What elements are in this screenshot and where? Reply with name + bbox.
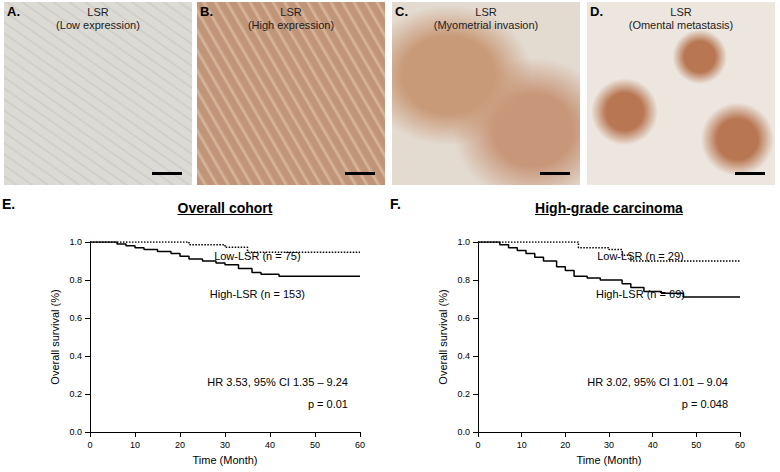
- svg-text:40: 40: [265, 440, 275, 450]
- html-text:High-grade carcinoma: High-grade carcinoma: [535, 200, 683, 216]
- svg-text:0.4: 0.4: [69, 351, 82, 361]
- svg-text:0: 0: [87, 440, 92, 450]
- svg-text:1.0: 1.0: [457, 237, 470, 247]
- svg-text:30: 30: [220, 440, 230, 450]
- html-text:LSR: LSR: [475, 6, 497, 18]
- html-text:p = 0.01: p = 0.01: [307, 398, 348, 410]
- svg-text:0.6: 0.6: [69, 313, 82, 323]
- svg-text:0.8: 0.8: [69, 275, 82, 285]
- svg-text:0.2: 0.2: [457, 389, 470, 399]
- svg-text:60: 60: [735, 440, 745, 450]
- html-text:(Myometrial invasion): (Myometrial invasion): [433, 19, 539, 31]
- svg-text:1.0: 1.0: [69, 237, 82, 247]
- svg-text:10: 10: [130, 440, 140, 450]
- html-text:Low-LSR (n = 75): Low-LSR (n = 75): [214, 250, 301, 262]
- html-text:B.: B.: [200, 4, 213, 19]
- svg-text:0: 0: [475, 440, 480, 450]
- html-text:(Low expression): (Low expression): [56, 19, 140, 31]
- svg-text:50: 50: [310, 440, 320, 450]
- html-text:LSR: LSR: [280, 6, 302, 18]
- html-text:High-LSR (n = 69): High-LSR (n = 69): [596, 288, 685, 300]
- svg-text:0.2: 0.2: [69, 389, 82, 399]
- html-text:Overall cohort: Overall cohort: [177, 200, 273, 216]
- html-text:Low-LSR (n = 29): Low-LSR (n = 29): [597, 250, 684, 262]
- html-text:HR 3.53, 95% CI 1.35 – 9.24: HR 3.53, 95% CI 1.35 – 9.24: [207, 376, 348, 388]
- svg-text:Overall survival (%): Overall survival (%): [49, 289, 61, 384]
- svg-text:Time (Month): Time (Month): [193, 454, 258, 466]
- svg-text:40: 40: [648, 440, 658, 450]
- html-text:p = 0.048: p = 0.048: [681, 398, 728, 410]
- svg-text:Time (Month): Time (Month): [577, 454, 642, 466]
- html-text:E.: E.: [2, 196, 16, 212]
- svg-text:50: 50: [691, 440, 701, 450]
- html-text:A.: A.: [7, 4, 20, 19]
- html-text:LSR: LSR: [87, 6, 109, 18]
- html-text:High-LSR (n = 153): High-LSR (n = 153): [209, 288, 305, 300]
- html-text:(High expression): (High expression): [247, 19, 335, 31]
- svg-text:60: 60: [355, 440, 365, 450]
- svg-text:Overall survival (%): Overall survival (%): [437, 289, 449, 384]
- html-text:D.: D.: [590, 4, 603, 19]
- html-text:F.: F.: [390, 196, 401, 212]
- svg-text:20: 20: [175, 440, 185, 450]
- svg-text:0.0: 0.0: [457, 427, 470, 437]
- svg-text:0.0: 0.0: [69, 427, 82, 437]
- svg-text:0.4: 0.4: [457, 351, 470, 361]
- svg-text:10: 10: [517, 440, 527, 450]
- html-text:C.: C.: [395, 4, 408, 19]
- html-text:(Omental metastasis): (Omental metastasis): [628, 19, 734, 31]
- svg-text:20: 20: [560, 440, 570, 450]
- svg-text:0.6: 0.6: [457, 313, 470, 323]
- html-text:LSR: LSR: [670, 6, 692, 18]
- svg-text:30: 30: [604, 440, 614, 450]
- svg-text:0.8: 0.8: [457, 275, 470, 285]
- html-text:HR 3.02, 95% CI 1.01 – 9.04: HR 3.02, 95% CI 1.01 – 9.04: [587, 376, 728, 388]
